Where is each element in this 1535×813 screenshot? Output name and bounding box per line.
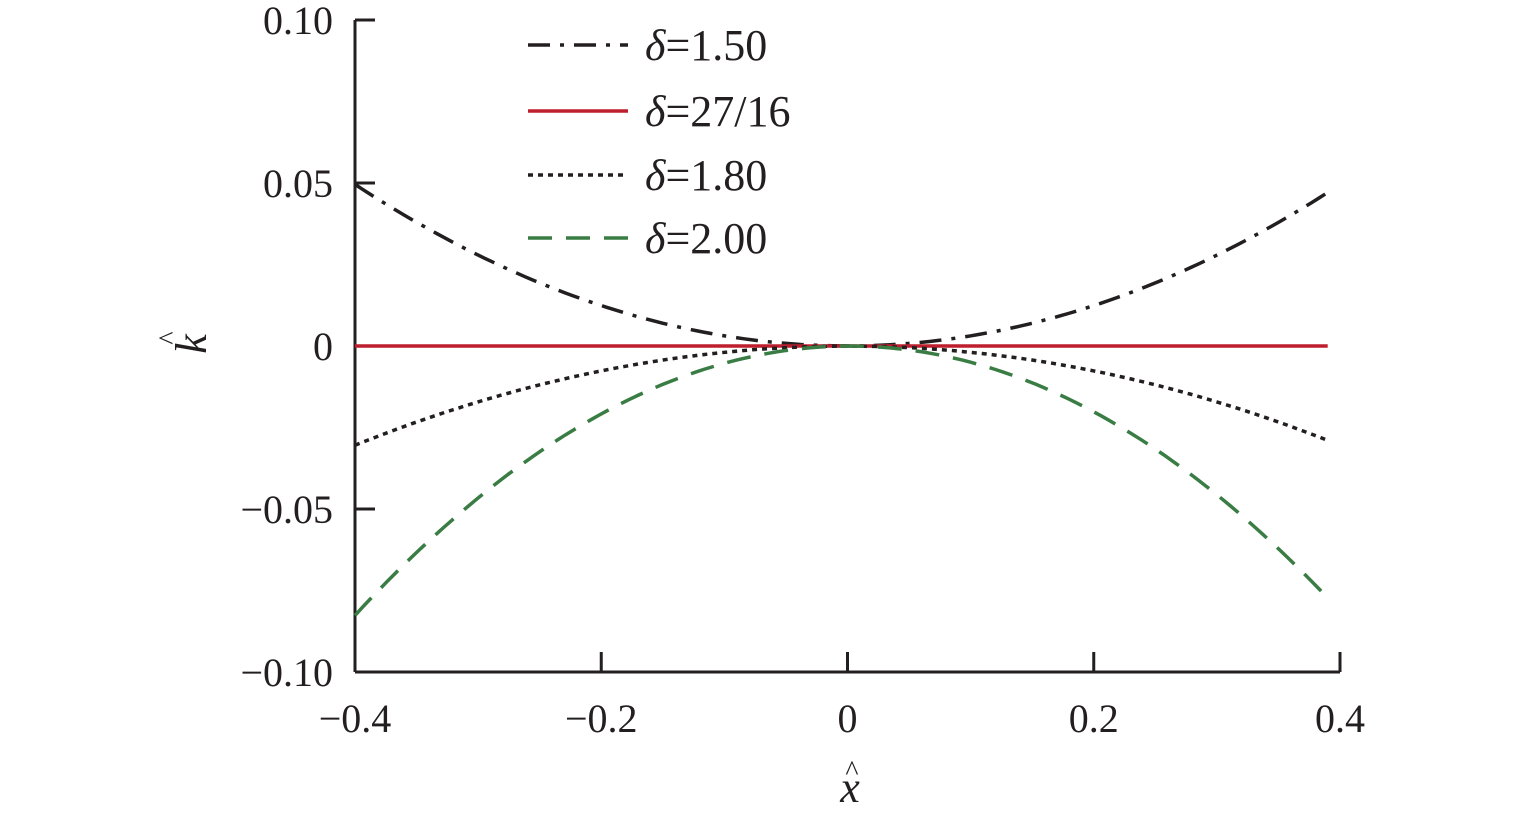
legend: δ=1.50δ=27/16δ=1.80δ=2.00	[528, 21, 791, 263]
y-tick-label: −0.05	[240, 487, 333, 532]
y-axis-title-accent: ^	[154, 331, 185, 344]
legend-value: =1.80	[665, 151, 767, 200]
legend-label-4: δ=2.00	[645, 214, 767, 263]
series-line-3	[354, 344, 1329, 447]
legend-value: =27/16	[665, 87, 790, 136]
series-lines	[353, 182, 1329, 617]
legend-delta-symbol: δ	[645, 87, 667, 136]
y-tick-label: 0.10	[263, 0, 333, 43]
legend-label-1: δ=1.50	[645, 21, 767, 70]
x-tick-label: −0.4	[319, 696, 392, 741]
axis-titles: x^k^	[154, 331, 860, 812]
series-line-4	[353, 344, 1329, 617]
legend-delta-symbol: δ	[645, 214, 667, 263]
y-tick-label: 0	[313, 324, 333, 369]
legend-value: =2.00	[665, 214, 767, 263]
x-axis-title: x	[839, 763, 860, 812]
x-tick-label: 0	[838, 696, 858, 741]
legend-delta-symbol: δ	[645, 21, 667, 70]
legend-delta-symbol: δ	[645, 151, 667, 200]
x-axis-title-accent: ^	[845, 756, 858, 787]
axes: 0.10 0.05 0 −0.05 −0.10−0.4 −0.2 0 0.2 0.4	[240, 0, 1365, 741]
legend-value: =1.50	[665, 21, 767, 70]
y-tick-label: 0.05	[263, 161, 333, 206]
x-tick-label: 0.2	[1069, 696, 1119, 741]
x-tick-label: −0.2	[565, 696, 638, 741]
series-line-1	[354, 182, 1329, 348]
y-tick-label: −0.10	[240, 650, 333, 695]
legend-label-2: δ=27/16	[645, 87, 791, 136]
x-tick-label: 0.4	[1315, 696, 1365, 741]
y-axis-title: k	[167, 333, 216, 354]
legend-label-3: δ=1.80	[645, 151, 767, 200]
